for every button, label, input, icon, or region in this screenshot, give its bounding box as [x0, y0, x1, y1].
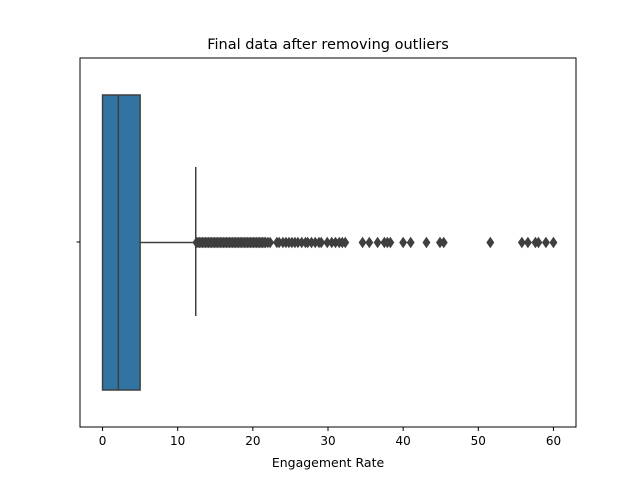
outlier-point: [266, 236, 275, 249]
x-tick-label: 40: [396, 434, 411, 448]
outlier-point: [399, 236, 408, 249]
x-tick-label: 10: [170, 434, 185, 448]
x-tick-label: 60: [546, 434, 561, 448]
x-tick-label: 0: [99, 434, 107, 448]
x-axis-ticks: 0 10 20 30 40 50 60: [99, 427, 561, 448]
outlier-point: [422, 236, 431, 249]
outlier-point: [365, 236, 374, 249]
outlier-point: [541, 236, 550, 249]
x-tick-label: 20: [245, 434, 260, 448]
outlier-point: [406, 236, 415, 249]
outlier-point: [517, 236, 526, 249]
outlier-point: [386, 236, 395, 249]
box-body: [101, 94, 141, 391]
x-axis-label: Engagement Rate: [272, 455, 385, 470]
chart-title: Final data after removing outliers: [207, 37, 449, 53]
outlier-point: [486, 236, 495, 249]
outlier-point: [358, 236, 367, 249]
outlier-point: [341, 236, 350, 249]
outlier-point: [523, 236, 532, 249]
outlier-point: [317, 236, 326, 249]
outlier-point: [534, 236, 543, 249]
x-tick-label: 50: [471, 434, 486, 448]
outlier-point: [439, 236, 448, 249]
x-tick-label: 30: [320, 434, 335, 448]
outlier-point: [549, 236, 558, 249]
plot-area: [101, 94, 558, 391]
outlier-point: [373, 236, 382, 249]
